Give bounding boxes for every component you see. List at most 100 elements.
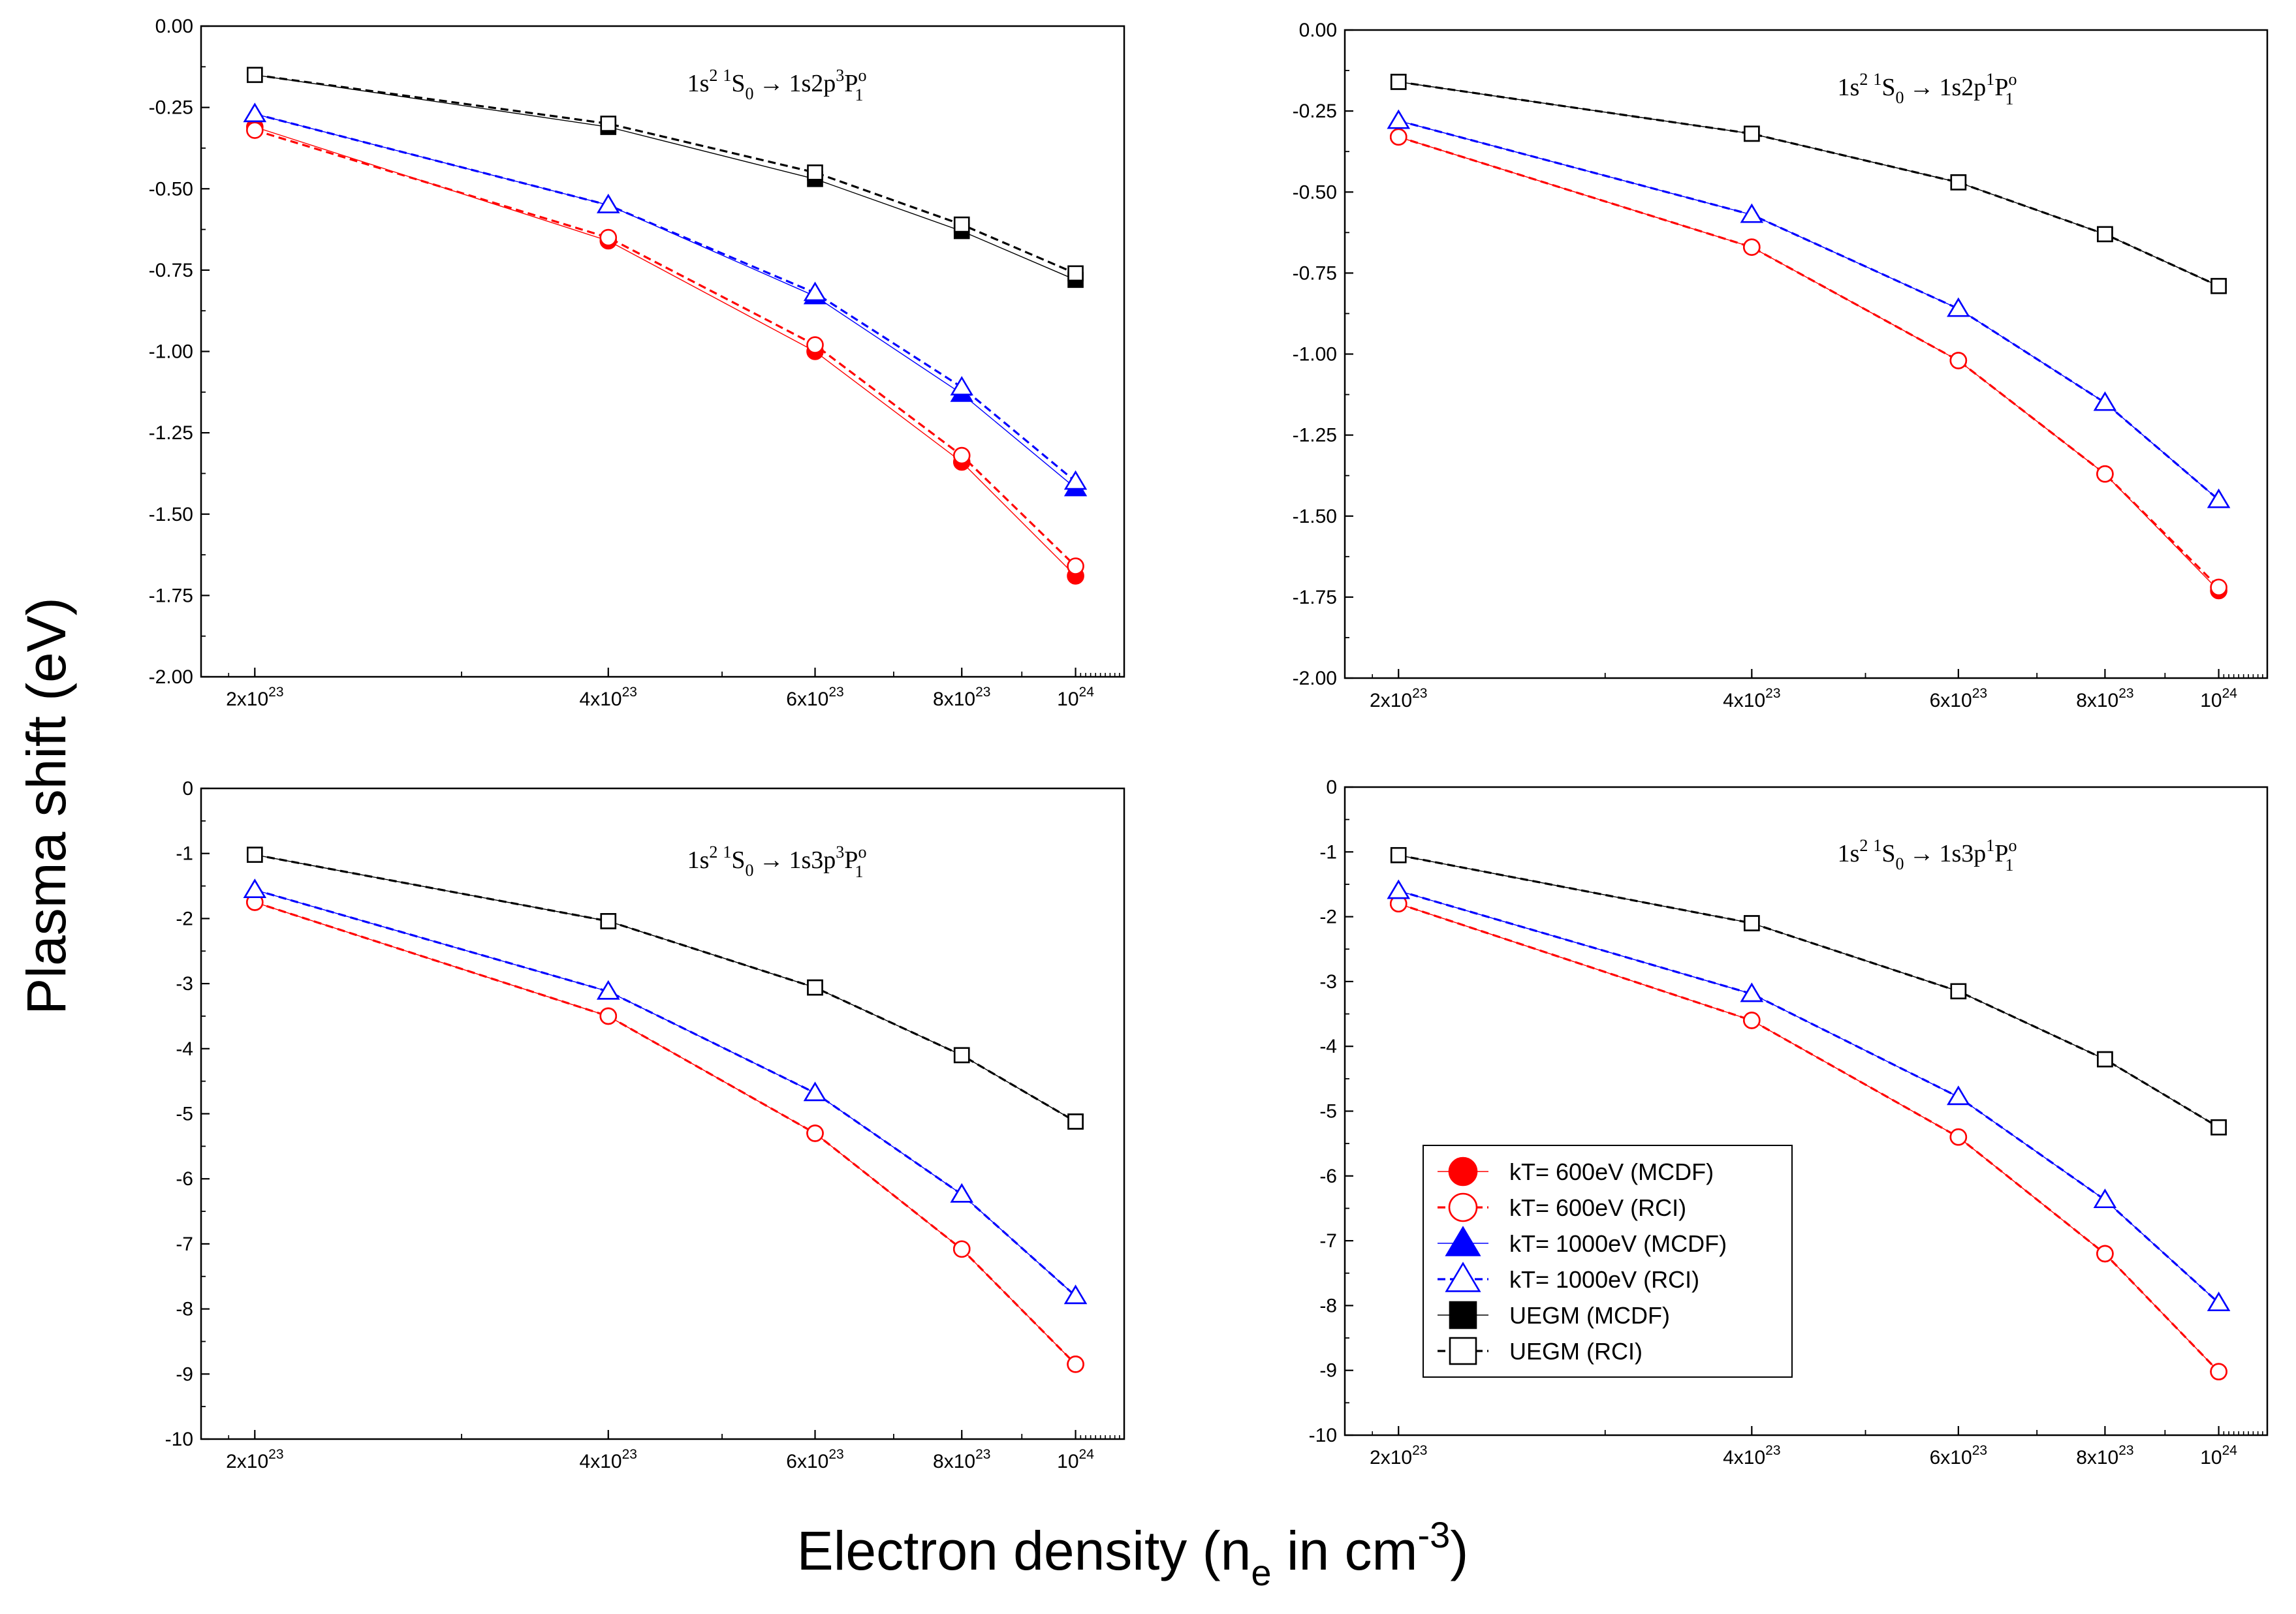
legend-marker <box>1449 1337 1477 1365</box>
transition-label: 1s2 1S0 → 1s3p3Po 1 <box>687 843 867 881</box>
y-tick-label: -2 <box>176 908 193 929</box>
series-line <box>255 74 1077 275</box>
data-point-marker <box>597 193 620 213</box>
x-axis-title: Electron density (ne in cm-3) <box>797 1514 1469 1593</box>
data-point-marker <box>807 979 823 996</box>
data-point-marker <box>2093 391 2117 411</box>
transition-sub1: 0 <box>746 84 754 103</box>
data-point-marker <box>950 1183 973 1203</box>
legend-entry: kT= 600eV (RCI) <box>1438 1192 1686 1222</box>
y-tick-label: -6 <box>176 1168 193 1190</box>
data-point-marker <box>600 913 617 929</box>
y-tick-label: -3 <box>176 973 193 995</box>
x-tick-label: 2x1023 <box>1370 686 1427 711</box>
y-tick-label: -0.50 <box>1293 181 1337 203</box>
data-point-marker <box>1067 557 1084 575</box>
data-point-marker <box>599 228 618 247</box>
x-tick-exponent: 23 <box>1412 686 1427 701</box>
y-tick-label: -0.25 <box>1293 101 1337 122</box>
transition-label: 1s2 1S0 → 1s2p1Po 1 <box>1838 70 2017 108</box>
x-tick-mantissa: 6x10 <box>786 1451 828 1472</box>
x-tick-exponent: 24 <box>1079 685 1095 700</box>
data-point-marker <box>1743 1012 1761 1029</box>
x-tick-mantissa: 10 <box>2200 690 2222 711</box>
y-tick-label: -3 <box>1319 971 1337 993</box>
series-3 <box>243 102 1088 490</box>
x-tick-mantissa: 8x10 <box>2076 1447 2118 1468</box>
x-axis-title-prefix: Electron density (n <box>797 1520 1251 1581</box>
transition-supo: o <box>858 843 866 861</box>
x-tick-label: 8x1023 <box>933 685 990 710</box>
x-tick-mantissa: 6x10 <box>1930 690 1972 711</box>
y-tick-label: -1.75 <box>149 585 193 606</box>
data-point-marker <box>2097 226 2113 243</box>
x-tick-mantissa: 4x10 <box>1723 1447 1765 1468</box>
data-point-marker <box>1387 109 1410 129</box>
plot-frame <box>200 25 1125 678</box>
data-point-marker <box>1947 297 1970 317</box>
series-3 <box>1387 109 2231 508</box>
x-axis-title-middle: in cm <box>1272 1520 1418 1581</box>
legend-label: UEGM (RCI) <box>1509 1338 1643 1365</box>
data-point-marker <box>1947 1085 1970 1106</box>
y-tick-label: -4 <box>176 1038 193 1060</box>
x-tick-exponent: 23 <box>1765 686 1780 701</box>
y-tick-label: -4 <box>1319 1036 1337 1057</box>
transition-sub2: 1 <box>855 85 863 104</box>
x-tick-mantissa: 8x10 <box>933 689 975 710</box>
data-point-marker <box>807 164 823 181</box>
chart-panel-top-right: 0.00 -0.25 -0.50 -0.75 -1.00 -1.25 -1.50 -1.75 -… <box>1293 20 2269 711</box>
y-tick-label: -2.00 <box>149 666 193 688</box>
plot-frame <box>1344 29 2269 679</box>
transition-base: 1s <box>1838 74 1860 101</box>
y-tick-label: -0.75 <box>149 260 193 281</box>
y-axis-title: Plasma shift (eV) <box>16 597 77 1015</box>
data-point-marker <box>1950 174 1967 191</box>
transition-sub1: 0 <box>746 861 754 880</box>
data-point-marker <box>247 846 263 863</box>
series-1 <box>1389 128 2227 597</box>
y-tick-label: -1.25 <box>1293 425 1337 446</box>
data-point-marker <box>1740 982 1764 1002</box>
x-tick-exponent: 24 <box>1079 1447 1095 1462</box>
series-1 <box>1389 895 2227 1380</box>
transition-supo: o <box>2008 836 2017 855</box>
legend-label: kT= 1000eV (RCI) <box>1509 1266 1699 1293</box>
y-tick-label: -2.00 <box>1293 668 1337 689</box>
x-tick-label: 2x1023 <box>1370 1443 1427 1468</box>
data-point-marker <box>1743 238 1761 256</box>
transition-S: S <box>731 846 745 874</box>
x-axis-title-subscript: e <box>1251 1552 1271 1593</box>
data-point-marker <box>2096 465 2114 483</box>
x-tick-label: 4x1023 <box>580 1447 637 1472</box>
y-tick-label: -9 <box>1319 1360 1337 1382</box>
data-point-marker <box>2096 1245 2114 1263</box>
legend-label: kT= 600eV (RCI) <box>1509 1194 1686 1221</box>
data-point-marker <box>1390 74 1407 90</box>
y-tick-label: -1.00 <box>149 341 193 363</box>
transition-P: P <box>844 70 858 97</box>
plot-frame <box>200 787 1125 1440</box>
x-tick-label: 4x1023 <box>580 685 637 710</box>
y-tick-label: -9 <box>176 1363 193 1385</box>
y-tick-label: 0.00 <box>155 16 193 37</box>
x-tick-exponent: 23 <box>622 1447 637 1462</box>
x-axis-title-suffix: ) <box>1450 1520 1468 1581</box>
data-point-marker <box>2210 1119 2227 1136</box>
data-point-marker <box>2093 1188 2117 1209</box>
y-tick-label: 0.00 <box>1299 20 1337 41</box>
y-tick-label: -5 <box>1319 1101 1337 1123</box>
x-tick-mantissa: 4x10 <box>580 1451 622 1472</box>
x-tick-mantissa: 4x10 <box>1723 690 1765 711</box>
legend-entry: kT= 1000eV (RCI) <box>1438 1262 1699 1293</box>
data-point-marker <box>1067 265 1084 282</box>
series-line <box>1398 80 2220 287</box>
x-tick-mantissa: 4x10 <box>580 689 622 710</box>
x-tick-label: 6x1023 <box>786 1447 843 1472</box>
series-5 <box>1390 74 2227 294</box>
x-axis-title-superscript: -3 <box>1418 1514 1451 1555</box>
series-1 <box>246 121 1084 575</box>
transition-sup1: 2 <box>709 843 717 861</box>
y-tick-label: -10 <box>1309 1425 1337 1446</box>
